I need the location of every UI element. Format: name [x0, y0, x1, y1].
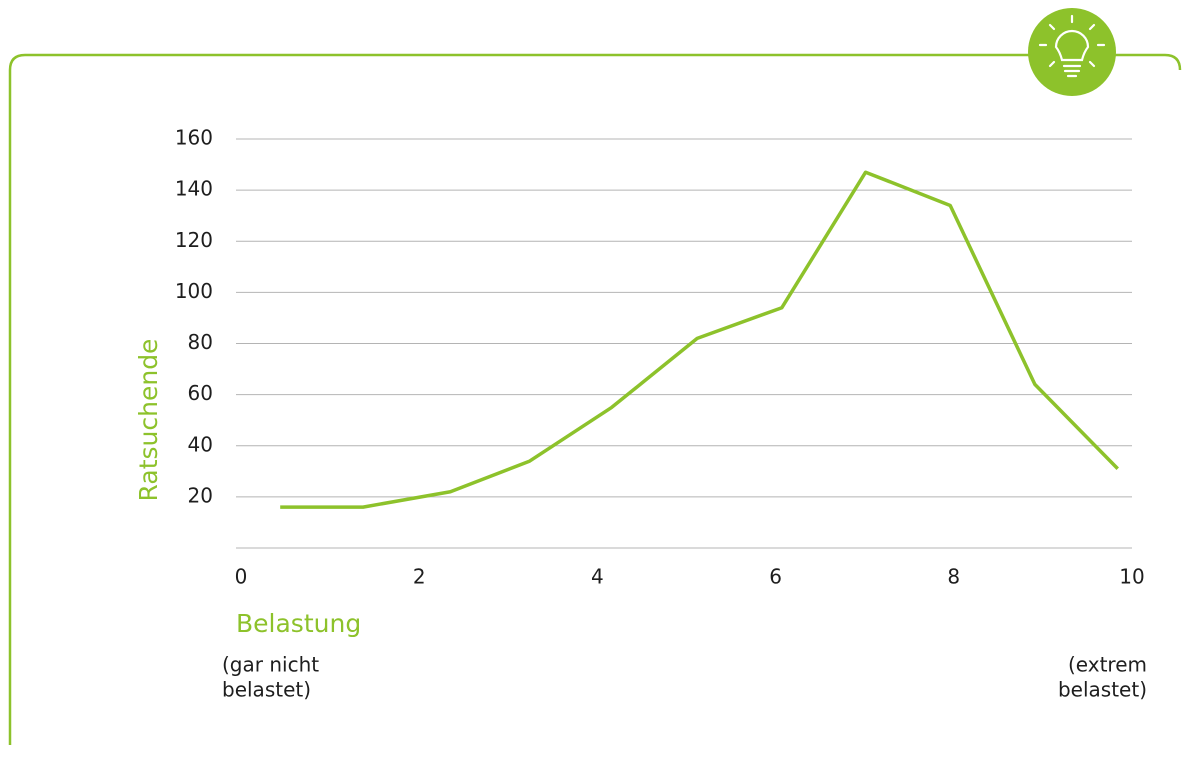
y-tick-label: 100	[175, 279, 213, 303]
annotation: (extrem	[1068, 653, 1147, 677]
y-tick-label: 140	[175, 177, 213, 201]
x-tick-label: 0	[235, 565, 248, 589]
frame	[8, 53, 1182, 745]
x-tick-label: 6	[769, 565, 782, 589]
y-tick-label: 60	[188, 381, 213, 405]
annotation: belastet)	[1058, 678, 1147, 702]
x-tick-label: 8	[947, 565, 960, 589]
annotation: (gar nicht	[222, 653, 319, 677]
y-tick-label: 20	[188, 483, 213, 507]
bulb-icon	[1028, 8, 1116, 96]
y-axis-title: Ratsuchende	[134, 339, 163, 502]
x-tick-label: 4	[591, 565, 604, 589]
y-tick-label: 120	[175, 228, 213, 252]
annotation: belastet)	[222, 678, 311, 702]
y-tick-label: 160	[175, 126, 213, 150]
y-tick-label: 80	[188, 330, 213, 354]
x-tick-label: 10	[1119, 565, 1144, 589]
x-axis-title: Belastung	[236, 609, 361, 638]
x-tick-label: 2	[413, 565, 426, 589]
data-line	[280, 170, 1119, 509]
y-tick-label: 40	[188, 432, 213, 456]
